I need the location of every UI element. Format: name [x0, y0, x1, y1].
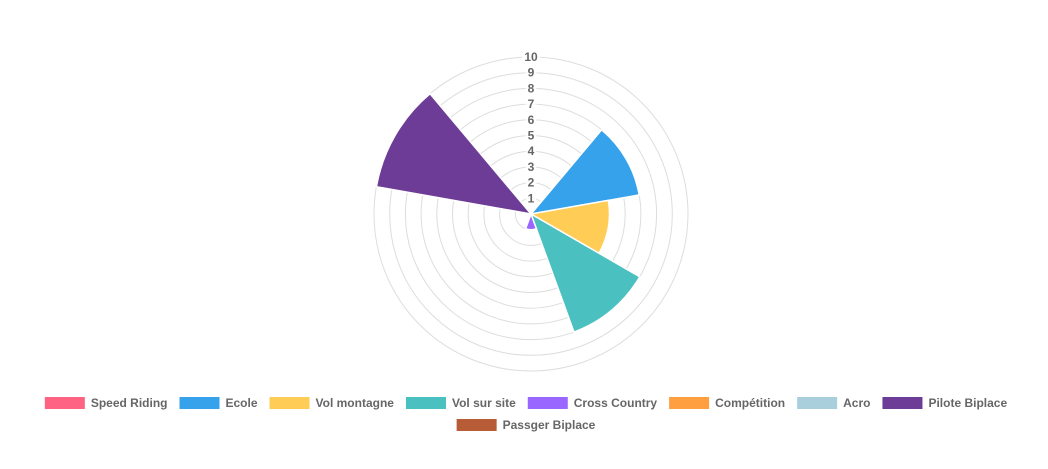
radial-tick-label: 7 — [528, 97, 535, 111]
legend-label: Vol sur site — [452, 396, 516, 410]
slice-pilote-biplace[interactable] — [375, 92, 533, 216]
radial-tick-label: 9 — [528, 66, 535, 80]
slice-vol-sur-site[interactable] — [529, 212, 641, 333]
legend-item-acro[interactable]: Acro — [797, 396, 870, 410]
legend-swatch — [882, 397, 923, 409]
legend-item-vol-sur-site[interactable]: Vol sur site — [405, 396, 516, 410]
legend-label: Pilote Biplace — [928, 396, 1007, 410]
legend-swatch — [405, 397, 446, 409]
slice-cross-country[interactable] — [524, 211, 538, 231]
legend-swatch — [456, 419, 497, 431]
legend-item-passger-biplace[interactable]: Passger Biplace — [456, 418, 596, 432]
legend-label: Compétition — [715, 396, 785, 410]
legend-item-cross-country[interactable]: Cross Country — [527, 396, 658, 410]
radial-tick-label: 8 — [528, 81, 535, 95]
tick-label-backdrop — [525, 82, 537, 95]
legend-label: Speed Riding — [91, 396, 168, 410]
radial-tick-label: 4 — [528, 144, 535, 158]
legend-label: Cross Country — [574, 396, 658, 410]
radial-tick-label: 6 — [528, 113, 535, 127]
legend-label: Acro — [843, 396, 870, 410]
tick-label-backdrop — [525, 129, 537, 142]
tick-label-backdrop — [525, 66, 537, 79]
tick-label-backdrop — [525, 145, 537, 158]
tick-label-backdrop — [525, 192, 537, 205]
radial-tick-label: 3 — [528, 160, 535, 174]
radial-tick-label: 1 — [528, 191, 535, 205]
legend: Speed Riding Ecole Vol montagne Vol sur sit… — [44, 396, 1007, 432]
legend-item-vol-montagne[interactable]: Vol montagne — [269, 396, 395, 410]
tick-label-backdrop — [525, 98, 537, 111]
tick-label-backdrop — [525, 160, 537, 173]
legend-item-speed-riding[interactable]: Speed Riding — [44, 396, 168, 410]
slice-ecole[interactable] — [529, 128, 641, 216]
legend-label: Passger Biplace — [503, 418, 596, 432]
radial-tick-label: 2 — [528, 176, 535, 190]
radial-tick-label: 5 — [528, 129, 535, 143]
legend-item-ecole[interactable]: Ecole — [179, 396, 258, 410]
legend-label: Ecole — [226, 396, 258, 410]
slices — [375, 92, 641, 333]
tick-label-backdrop — [525, 176, 537, 189]
radial-tick-label: 10 — [524, 50, 538, 64]
tick-label-backdrop — [522, 51, 540, 63]
tick-label-backdrop — [525, 113, 537, 126]
legend-swatch — [44, 397, 85, 409]
legend-swatch — [527, 397, 568, 409]
legend-item-comp-tition[interactable]: Compétition — [669, 396, 785, 410]
legend-swatch — [669, 397, 710, 409]
legend-swatch — [269, 397, 310, 409]
legend-swatch — [179, 397, 220, 409]
legend-label: Vol montagne — [316, 396, 395, 410]
legend-swatch — [797, 397, 838, 409]
legend-item-pilote-biplace[interactable]: Pilote Biplace — [882, 396, 1007, 410]
